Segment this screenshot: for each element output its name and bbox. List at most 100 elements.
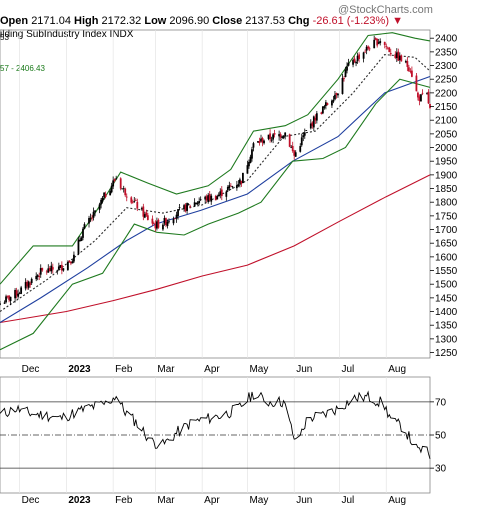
price-y-tick-label: 2000 xyxy=(435,143,458,154)
candle-body xyxy=(208,194,211,201)
candle-body xyxy=(320,112,323,114)
candle-body xyxy=(89,217,92,219)
candle-body xyxy=(166,221,169,226)
candle-body xyxy=(284,132,287,137)
candle-body xyxy=(6,295,9,297)
rsi-x-tick-label: Aug xyxy=(388,495,406,506)
high-value: 2172.32 xyxy=(101,15,142,27)
candle-body xyxy=(70,261,72,264)
candle-body xyxy=(27,281,30,288)
rsi-x-tick-label: Mar xyxy=(157,495,175,506)
ohlc-readout: Open 2171.04 High 2172.32 Low 2096.90 Cl… xyxy=(0,15,403,27)
candle-body xyxy=(5,296,7,303)
candle-body xyxy=(385,45,388,47)
candle-body xyxy=(356,55,359,61)
candle-body xyxy=(302,135,305,138)
candle-body xyxy=(272,134,274,140)
series-line-bb-lower xyxy=(0,78,431,351)
candle-body xyxy=(140,208,143,210)
candle-body xyxy=(175,214,178,219)
candle-body xyxy=(82,228,84,238)
candle-body xyxy=(358,54,360,59)
candle-body xyxy=(341,78,344,94)
candle-body xyxy=(267,134,270,139)
candle-body xyxy=(101,197,104,202)
candle-body xyxy=(66,261,69,270)
candle-body xyxy=(77,239,80,254)
candle-body xyxy=(57,266,60,270)
candle-body xyxy=(364,51,367,53)
candle-body xyxy=(376,38,379,46)
candle-body xyxy=(8,295,10,300)
close-value: 2137.53 xyxy=(245,15,286,27)
candle-body xyxy=(231,186,234,188)
candle-body xyxy=(29,283,32,285)
candle-body xyxy=(0,303,1,305)
candle-body xyxy=(429,103,431,108)
candle-body xyxy=(121,188,124,190)
candle-body xyxy=(410,70,413,77)
candle-body xyxy=(195,203,198,204)
price-y-tick-label: 1250 xyxy=(435,348,458,359)
candle-body xyxy=(39,268,42,275)
candle-body xyxy=(45,271,48,273)
price-x-tick-label: Aug xyxy=(388,364,406,375)
candle-body xyxy=(374,38,377,40)
rsi-x-tick-label: Apr xyxy=(204,495,220,506)
candle-body xyxy=(122,188,125,190)
candle-body xyxy=(406,61,409,67)
price-x-tick-label: May xyxy=(249,364,268,375)
candle-body xyxy=(367,46,370,49)
candle-body xyxy=(35,276,38,280)
price-y-tick-label: 1500 xyxy=(435,280,458,291)
candle-body xyxy=(260,138,262,142)
candle-body xyxy=(373,39,376,49)
price-y-tick-label: 1900 xyxy=(435,170,458,181)
candle-body xyxy=(299,146,302,152)
candle-body xyxy=(226,186,229,191)
candle-body xyxy=(71,261,74,264)
low-label: Low xyxy=(144,15,167,27)
candle-body xyxy=(240,180,243,184)
candle-body xyxy=(395,52,398,59)
candle-body xyxy=(91,217,93,219)
candle-body xyxy=(193,202,196,207)
candle-body xyxy=(291,145,294,152)
candle-body xyxy=(210,195,213,202)
candle-body xyxy=(103,192,106,198)
candle-body xyxy=(312,116,315,128)
candle-body xyxy=(156,221,158,229)
candle-body xyxy=(309,123,312,129)
series-line-sma-200 xyxy=(0,174,431,324)
candle-body xyxy=(242,172,244,184)
candle-body xyxy=(352,60,354,65)
candle-body xyxy=(263,140,265,144)
candle-body xyxy=(165,218,167,226)
price-panel-frame xyxy=(0,29,431,359)
candle-body xyxy=(14,290,16,299)
candle-body xyxy=(112,180,115,187)
candle-body xyxy=(388,47,391,53)
candle-body xyxy=(420,94,422,102)
series-line-bb-upper xyxy=(0,32,431,285)
candle-body xyxy=(60,264,63,271)
candle-body xyxy=(335,93,338,95)
candle-body xyxy=(355,61,357,64)
candle-body xyxy=(157,219,160,228)
price-y-tick-label: 1950 xyxy=(435,157,458,168)
candle-body xyxy=(98,204,101,210)
price-y-tick-label: 2200 xyxy=(435,88,458,99)
candle-body xyxy=(235,185,238,189)
candle-body xyxy=(290,147,293,149)
price-x-tick-label: Feb xyxy=(115,364,133,375)
candle-body xyxy=(80,237,83,241)
rsi-y-tick-label: 50 xyxy=(435,431,447,442)
candle-body xyxy=(347,62,350,66)
candle-body xyxy=(248,162,250,167)
candle-body xyxy=(134,199,137,201)
candle-body xyxy=(30,278,33,284)
price-y-tick-label: 1600 xyxy=(435,252,458,263)
candle-body xyxy=(110,185,113,193)
candle-body xyxy=(258,141,261,144)
candle-body xyxy=(270,139,273,141)
